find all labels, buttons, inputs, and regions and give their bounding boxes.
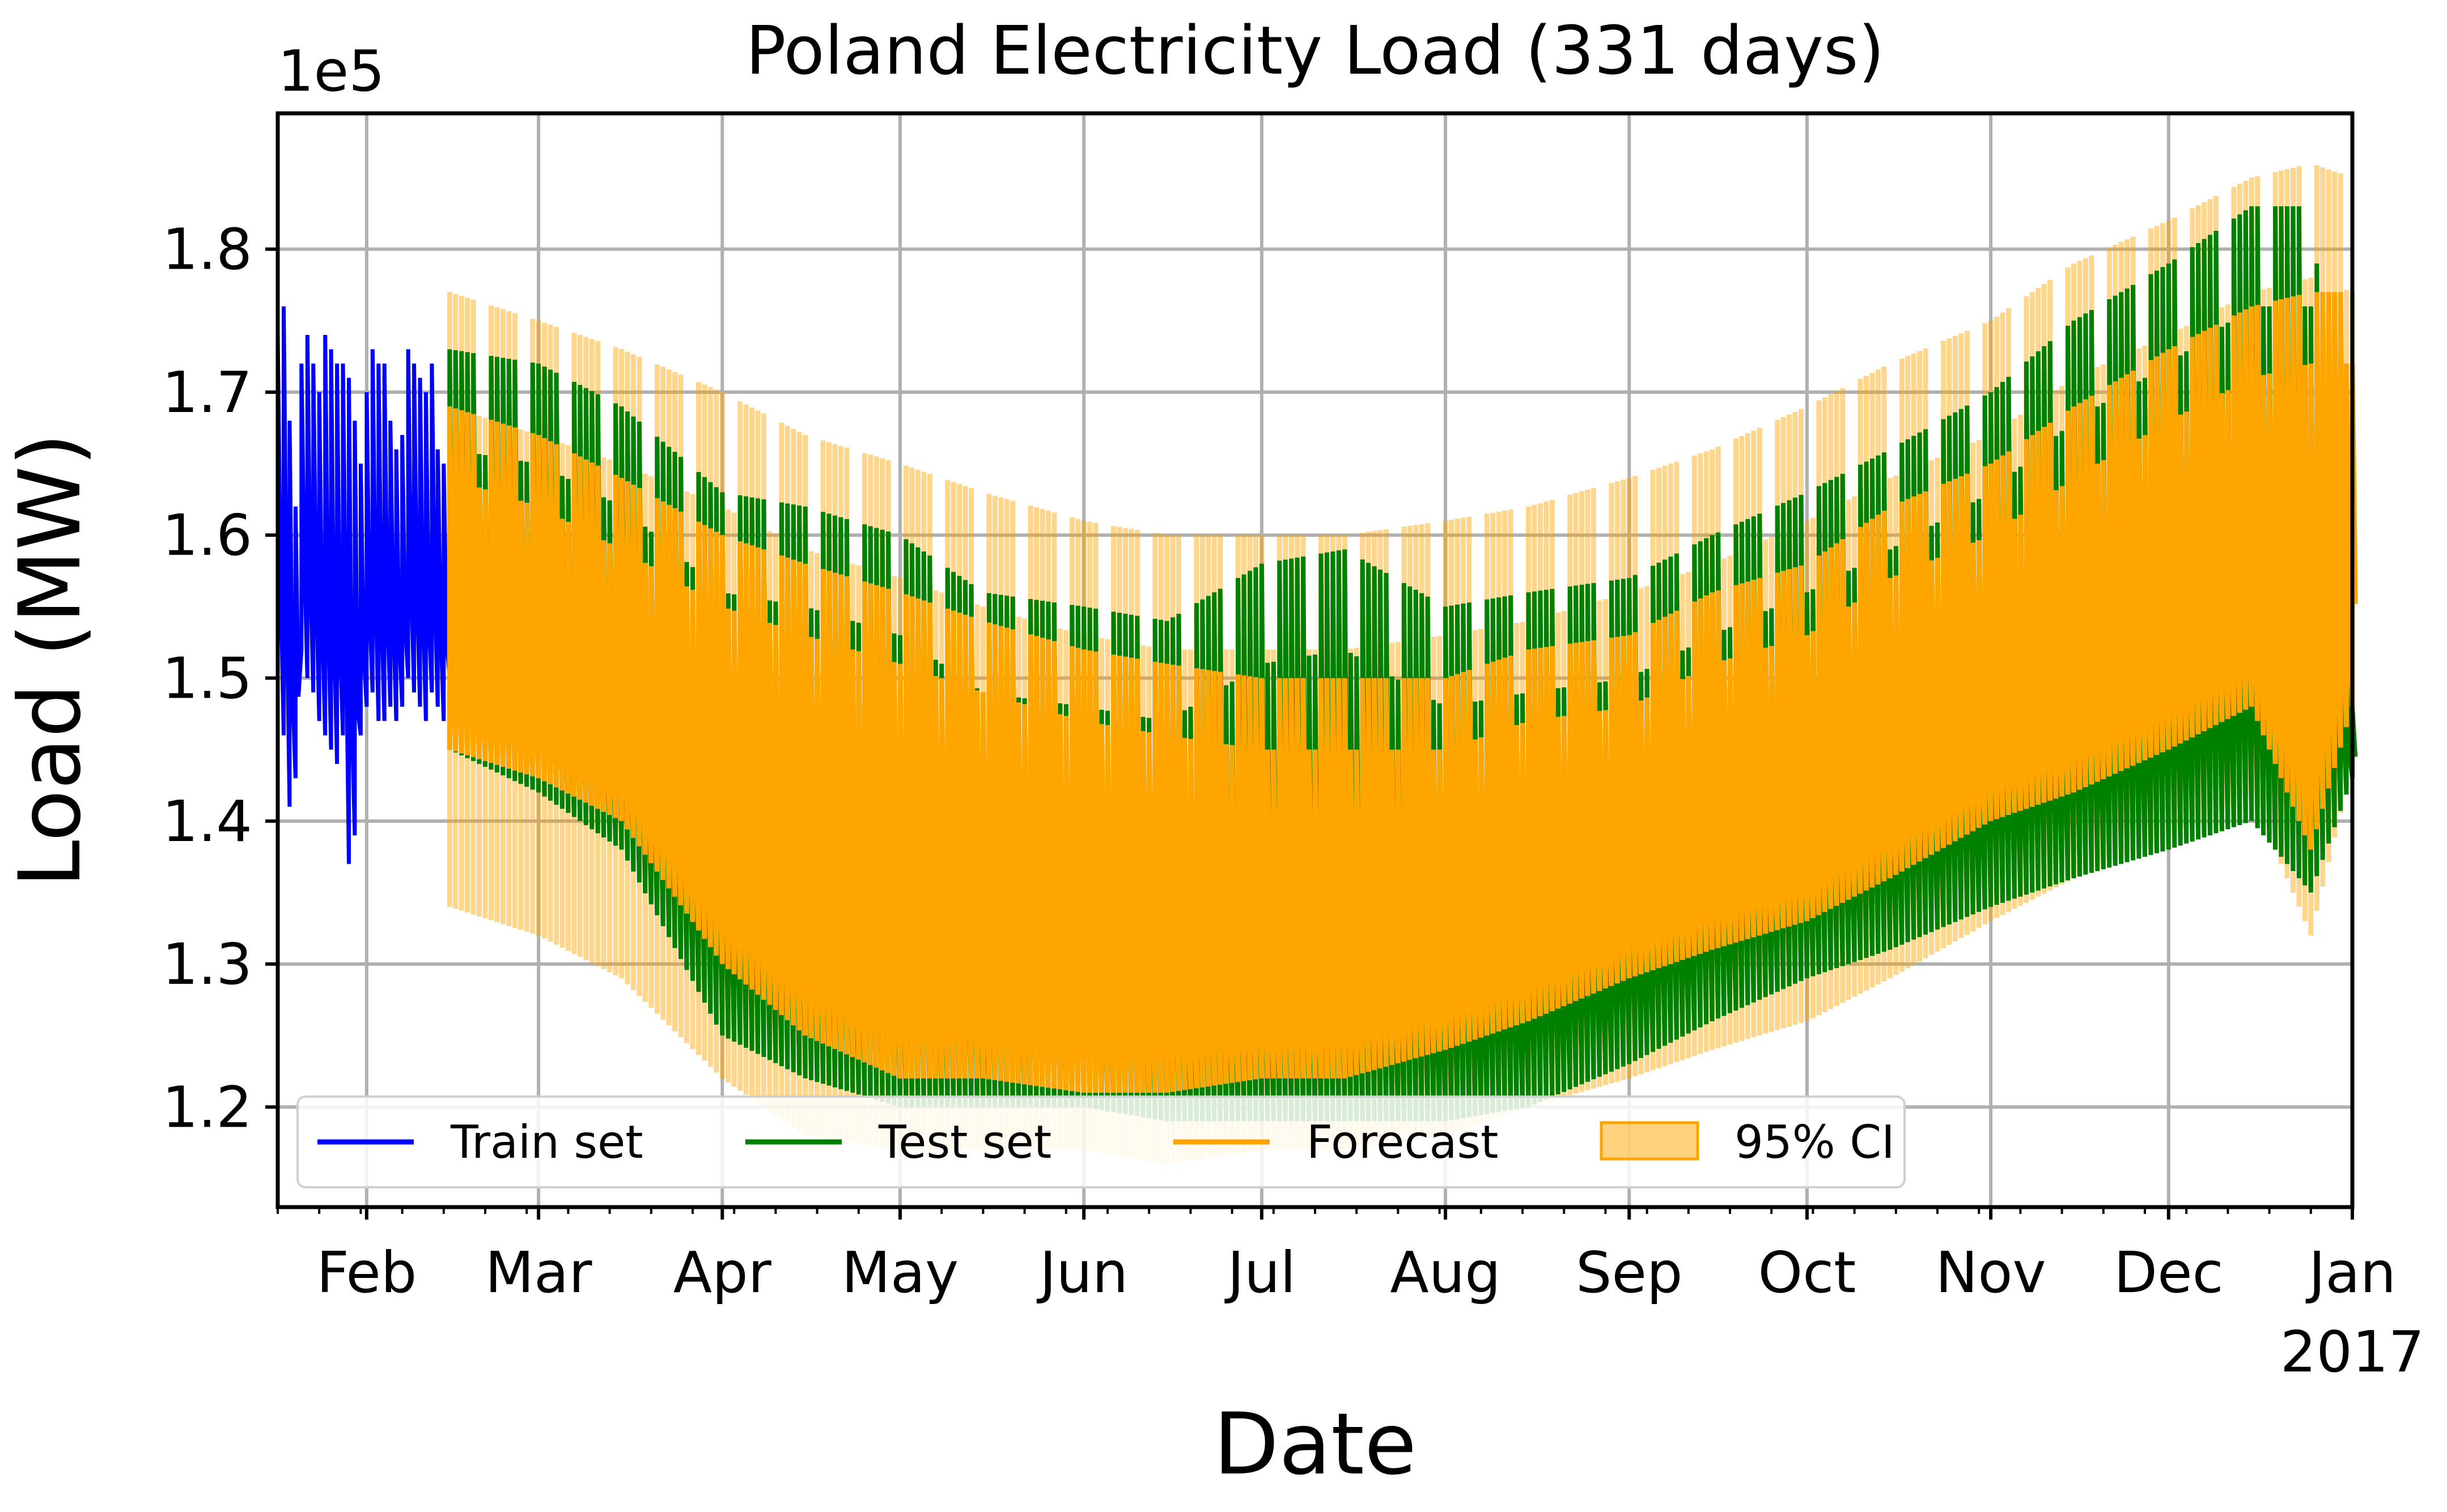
legend-label: Forecast (1307, 1116, 1499, 1169)
x-tick-label: Jan (2305, 1239, 2396, 1306)
x-tick-label: Feb (316, 1239, 417, 1306)
legend-box (296, 1095, 1906, 1188)
legend-swatch (1600, 1121, 1699, 1161)
x-tick-label: Mar (485, 1239, 593, 1306)
y-axis-label: Load (MW) (1, 433, 100, 887)
legend: Train set Test set Forecast 95% CI (296, 1095, 1906, 1188)
y-tick-label: 1.7 (162, 359, 252, 426)
y-tick-label: 1.6 (162, 502, 252, 568)
x-tick-label: Oct (1758, 1239, 1856, 1306)
forecast-line (447, 292, 2358, 1093)
legend-label: Train set (450, 1116, 643, 1169)
y-tick-label: 1.5 (162, 645, 252, 712)
x-year-label: 2017 (2280, 1319, 2425, 1385)
forecast-series-layer (447, 292, 2358, 1093)
y-tick-label: 1.2 (162, 1074, 252, 1140)
x-tick-label: Jun (1036, 1239, 1128, 1306)
legend-label: 95% CI (1734, 1116, 1895, 1169)
axes: 1.2 1.3 1.4 1.5 1.6 1.7 1.8 Feb Mar Apr May Jun Jul A… (162, 216, 2396, 1306)
x-tick-label: Sep (1576, 1239, 1682, 1306)
y-tick-label: 1.3 (162, 931, 252, 997)
train-line (275, 306, 461, 864)
x-tick-label: Apr (673, 1239, 772, 1306)
train-series-layer (275, 306, 461, 864)
y-tick-label: 1.4 (162, 788, 252, 855)
legend-label: Test set (878, 1116, 1051, 1169)
chart-title: Poland Electricity Load (331 days) (746, 11, 1885, 90)
y-offset-label: 1e5 (278, 38, 385, 104)
y-tick-label: 1.8 (162, 216, 252, 283)
x-tick-label: Dec (2114, 1239, 2224, 1306)
x-tick-label: Aug (1390, 1239, 1500, 1306)
x-tick-label: Jul (1224, 1239, 1296, 1306)
x-tick-label: Nov (1936, 1239, 2046, 1306)
x-axis-label: Date (1214, 1395, 1417, 1494)
x-tick-label: May (842, 1239, 959, 1306)
